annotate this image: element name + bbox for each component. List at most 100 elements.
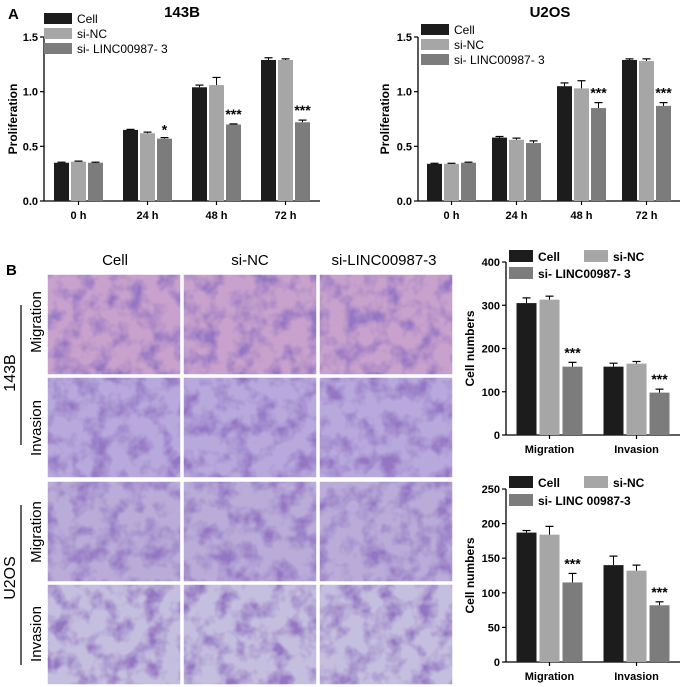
bar (562, 582, 583, 662)
bar (603, 366, 624, 435)
significance-label: *** (564, 344, 581, 360)
bar (509, 139, 524, 201)
chart-title: 143B (164, 4, 200, 21)
bar (626, 363, 647, 435)
significance-label: *** (651, 371, 668, 387)
legend-swatch (421, 39, 449, 50)
legend-swatch (421, 54, 449, 65)
bar (278, 59, 293, 202)
micrograph-speckle (47, 481, 181, 582)
y-tick-label: 300 (482, 300, 500, 312)
micrograph-stain (47, 481, 181, 582)
significance-label: *** (655, 85, 672, 101)
y-tick-label: 200 (482, 519, 500, 531)
bar (557, 86, 572, 201)
y-tick-label: 1.0 (397, 87, 412, 99)
chart-proliferation-u2os: U2OS 0.0 0.5 1.0 1.5 Proliferation 0 h 24 h 48 h… (378, 4, 680, 222)
micrograph-143b-invasion-si-nc (182, 376, 318, 479)
x-tick-label: 72 h (274, 210, 296, 222)
legend-label: Cell (538, 476, 560, 490)
micrograph-stain (183, 377, 317, 478)
y-tick-label: 150 (482, 553, 500, 565)
bar (192, 87, 207, 201)
bar (54, 162, 69, 201)
bar (444, 163, 459, 201)
bar (649, 605, 670, 662)
column-label-si-nc: si-NC (231, 252, 269, 269)
bar (516, 532, 537, 662)
y-tick-label: 0 (494, 430, 500, 442)
row-label-143b-invasion: Invasion (28, 400, 45, 456)
micrograph-speckle (183, 584, 317, 685)
micrograph-border (46, 376, 182, 479)
micrograph-speckle (319, 481, 453, 582)
micrograph-speckle (47, 584, 181, 685)
micrograph-u2os-migration-cell (46, 480, 182, 583)
y-tick-label: 400 (482, 257, 500, 269)
micrograph-u2os-invasion-si-nc (182, 583, 318, 686)
y-tick-label: 100 (482, 387, 500, 399)
micrograph-grid: Cell si-NC si-LINC00987-3 143B U2OS Migr… (2, 252, 454, 686)
y-tick-label: 50 (488, 622, 500, 634)
row-label-143b-migration: Migration (28, 291, 45, 353)
chart-cell-numbers-143b: 0 100 200 300 400 Cell numbers Migration Invasi… (463, 250, 680, 456)
legend-swatch (421, 24, 449, 35)
micrograph-u2os-invasion-si-linc (318, 583, 454, 686)
bar (123, 129, 138, 201)
bar (295, 122, 310, 201)
bar (603, 565, 624, 662)
y-tick-label: 0.0 (397, 196, 412, 208)
bar (574, 88, 589, 201)
x-tick-label: 24 h (136, 210, 158, 222)
micrograph-143b-migration-si-nc (182, 273, 318, 376)
legend-swatch (509, 250, 533, 262)
bar (157, 138, 172, 201)
chart-cell-numbers-u2os: 0 50 100 150 200 250 Cell numbers Migration Inva… (463, 476, 680, 683)
y-tick-label: 0.5 (397, 141, 412, 153)
row-label-u2os-invasion: Invasion (28, 606, 45, 662)
micrograph-border (182, 376, 318, 479)
y-axis-label: Cell numbers (463, 310, 477, 386)
x-tick-label: Migration (525, 671, 575, 683)
micrograph-stain (319, 274, 453, 375)
legend-label: Cell (454, 23, 475, 37)
legend-label: si- LINC00987- 3 (454, 53, 545, 67)
y-tick-label: 200 (482, 344, 500, 356)
legend-label: si-NC (613, 476, 645, 490)
micrograph-stain (319, 481, 453, 582)
legend-swatch (44, 13, 72, 24)
significance-label: *** (651, 584, 668, 600)
bar (526, 143, 541, 201)
micrograph-143b-invasion-cell (46, 376, 182, 479)
x-tick-label: 72 h (635, 210, 657, 222)
legend-label: si- LINC00987- 3 (77, 42, 168, 56)
micrograph-border (318, 480, 454, 583)
legend-label: si-NC (77, 27, 107, 41)
legend-label: Cell (538, 250, 560, 264)
y-tick-label: 1.5 (23, 32, 38, 44)
legend-label: si- LINC 00987-3 (538, 494, 631, 508)
micrograph-speckle (47, 377, 181, 478)
column-label-cell: Cell (102, 252, 128, 269)
row-label-u2os-migration: Migration (28, 501, 45, 563)
micrograph-143b-migration-cell (46, 273, 182, 376)
legend-swatch (509, 267, 533, 279)
bar (626, 570, 647, 662)
legend-swatch (509, 494, 533, 506)
bar (656, 105, 671, 201)
x-tick-label: 48 h (570, 210, 592, 222)
y-tick-label: 0.5 (23, 141, 38, 153)
bar (261, 59, 276, 202)
bar (71, 161, 86, 201)
chart-proliferation-143b: 143B 0.0 0.5 1.0 1.5 Proliferation 0 h 24 h 48 h… (6, 4, 320, 222)
micrograph-speckle (183, 481, 317, 582)
micrograph-stain (183, 274, 317, 375)
bar (88, 162, 103, 201)
chart-title: U2OS (530, 4, 571, 21)
bar (639, 61, 654, 202)
significance-label: *** (564, 555, 581, 571)
micrograph-speckle (47, 274, 181, 375)
x-tick-label: Migration (525, 444, 575, 456)
legend-label: si- LINC00987- 3 (538, 267, 631, 281)
y-axis-label: Proliferation (6, 84, 20, 155)
